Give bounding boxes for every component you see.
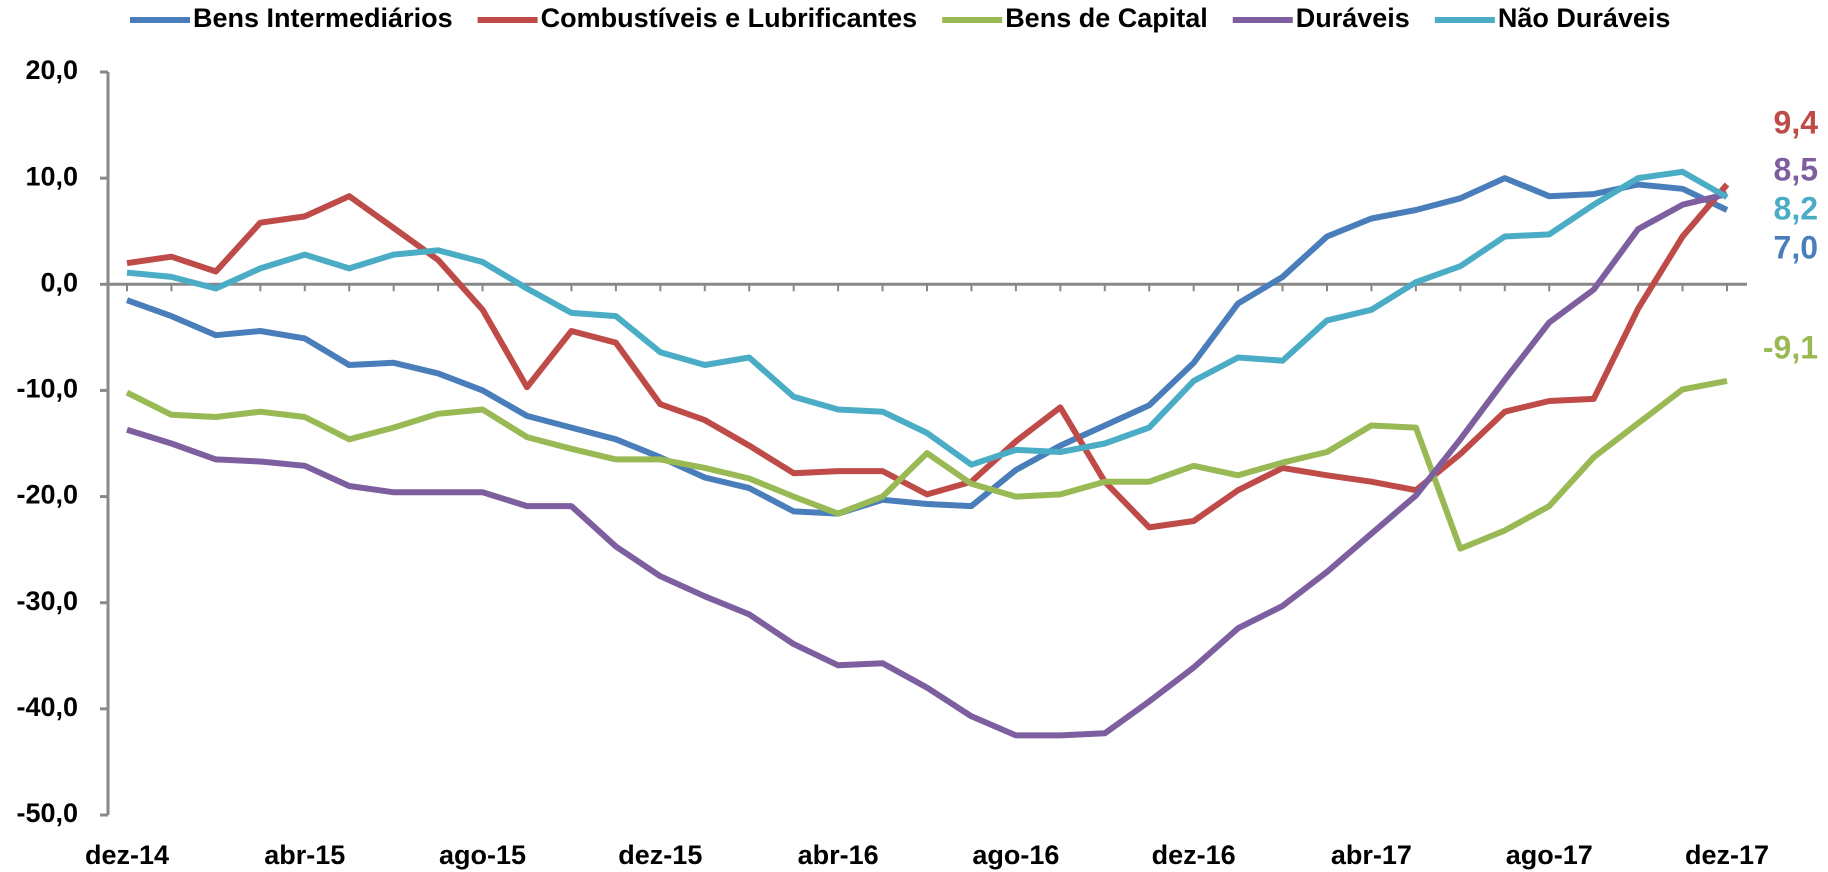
series-line (126, 182, 1730, 531)
x-tick-label: dez-16 (1152, 840, 1236, 870)
value-label: 9,4 (1774, 104, 1819, 140)
x-tick-label: abr-15 (264, 840, 345, 870)
y-tick-label: 0,0 (40, 267, 78, 297)
x-tick-label: dez-17 (1685, 840, 1769, 870)
y-tick-label: -20,0 (16, 480, 78, 510)
value-label: 8,2 (1774, 190, 1818, 226)
x-tick-label: dez-15 (618, 840, 702, 870)
y-tick-label: -30,0 (16, 586, 78, 616)
legend-label: Bens Intermediários (193, 3, 453, 33)
x-tick-label: ago-17 (1506, 840, 1593, 870)
y-tick-label: -10,0 (16, 374, 78, 404)
x-tick-label: abr-17 (1331, 840, 1412, 870)
y-tick-label: -50,0 (16, 798, 78, 828)
x-tick-label: ago-16 (972, 840, 1059, 870)
value-label: -9,1 (1763, 329, 1818, 365)
y-tick-label: 20,0 (25, 55, 78, 85)
x-tick-label: ago-15 (439, 840, 526, 870)
legend-label: Combustíveis e Lubrificantes (541, 3, 918, 33)
y-tick-label: -40,0 (16, 692, 78, 722)
value-label: 7,0 (1774, 229, 1818, 265)
x-tick-label: abr-16 (798, 840, 879, 870)
legend-label: Duráveis (1296, 3, 1410, 33)
legend-label: Não Duráveis (1498, 3, 1671, 33)
series-line (125, 175, 1729, 517)
value-label: 8,5 (1774, 151, 1818, 187)
series-line (126, 191, 1728, 739)
legend-label: Bens de Capital (1005, 3, 1208, 33)
y-tick-label: 10,0 (25, 161, 78, 191)
series-line (126, 168, 1729, 468)
series-line (125, 377, 1728, 552)
x-tick-label: dez-14 (85, 840, 169, 870)
